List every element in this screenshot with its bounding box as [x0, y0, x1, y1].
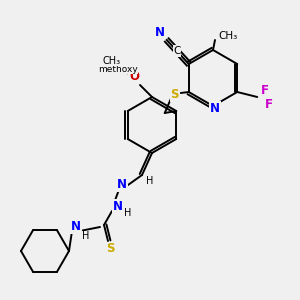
Text: H: H: [146, 176, 154, 186]
Text: C: C: [173, 46, 180, 56]
Text: N: N: [71, 220, 81, 233]
Text: F: F: [261, 85, 269, 98]
Text: S: S: [106, 242, 114, 256]
Text: N: N: [117, 178, 127, 191]
Text: S: S: [170, 88, 179, 101]
Text: N: N: [155, 26, 165, 40]
Text: methoxy: methoxy: [98, 64, 138, 74]
Text: H: H: [82, 231, 90, 241]
Text: CH₃: CH₃: [103, 56, 121, 66]
Text: H: H: [124, 208, 132, 218]
Text: N: N: [210, 101, 220, 115]
Text: CH₃: CH₃: [218, 31, 237, 41]
Text: O: O: [129, 70, 139, 83]
Text: F: F: [265, 98, 273, 112]
Text: N: N: [113, 200, 123, 212]
